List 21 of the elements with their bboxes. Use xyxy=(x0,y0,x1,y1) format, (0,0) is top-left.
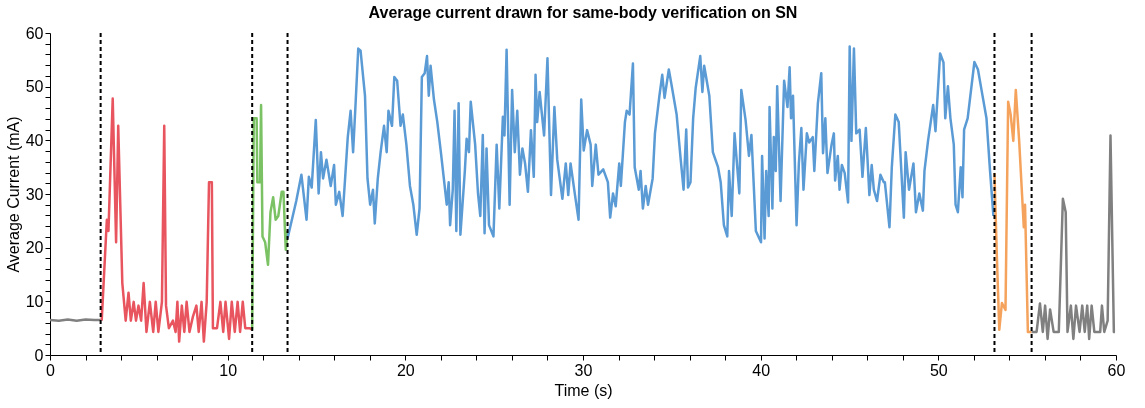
y-tick-label: 40 xyxy=(25,131,44,149)
x-tick-label: 40 xyxy=(752,361,771,379)
y-tick-label: 10 xyxy=(25,292,44,310)
y-tick-label: 60 xyxy=(25,24,44,42)
x-tick-label: 50 xyxy=(929,361,948,379)
line-series xyxy=(100,97,254,343)
y-tick-label: 50 xyxy=(25,78,44,96)
y-tick-label: 0 xyxy=(34,346,44,364)
x-axis-title: Time (s) xyxy=(554,381,613,399)
y-tick-label: 20 xyxy=(25,239,44,257)
x-tick-label: 10 xyxy=(219,361,238,379)
x-tick-label: 60 xyxy=(1107,361,1126,379)
y-axis-title: Average Current (mA) xyxy=(4,116,22,273)
x-tick-label: 30 xyxy=(574,361,593,379)
line-series xyxy=(993,88,1033,334)
x-tick-label: 20 xyxy=(396,361,415,379)
x-tick-label: 0 xyxy=(46,361,56,379)
line-series xyxy=(286,45,995,244)
line-series xyxy=(1030,134,1116,341)
chart-title: Average current drawn for same-body verification on SN xyxy=(368,4,798,21)
y-tick-label: 30 xyxy=(25,185,44,203)
